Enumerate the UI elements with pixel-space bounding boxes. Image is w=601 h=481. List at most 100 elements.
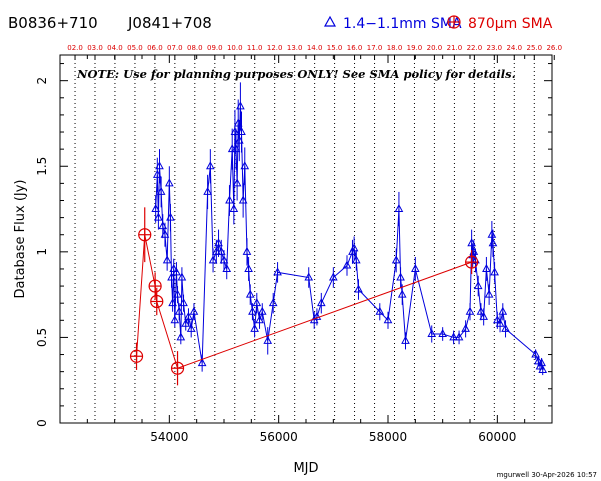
legend-blue: 1.4−1.1mm SMA — [323, 15, 462, 32]
blue-data-point — [236, 101, 245, 110]
blue-data-point — [203, 186, 212, 195]
blue-data-point — [248, 306, 257, 315]
top-axis-tick-label: 08.0 — [187, 44, 203, 52]
blue-data-point — [154, 212, 163, 221]
source-name-right: J0841+708 — [127, 14, 212, 32]
blue-data-point — [473, 281, 483, 290]
top-axis-tick-label: 20.0 — [427, 44, 443, 52]
blue-data-point — [252, 298, 262, 307]
top-axis-tick-label: 21.0 — [447, 44, 463, 52]
planning-note: NOTE: Use for planning purposes ONLY! Se… — [76, 67, 516, 81]
blue-data-point — [263, 335, 273, 344]
blue-data-point — [531, 349, 540, 358]
blue-data-point — [173, 289, 182, 298]
blue-data-point — [168, 298, 177, 307]
blue-data-point — [479, 311, 489, 320]
blue-data-point — [342, 260, 352, 269]
y-axis-tick-label: 1 — [35, 248, 49, 256]
blue-data-point — [461, 323, 470, 332]
top-axis-tick-label: 19.0 — [407, 44, 423, 52]
top-axis-tick-label: 11.0 — [247, 44, 263, 52]
blue-data-point — [170, 315, 180, 324]
y-axis-label: Database Flux (Jy) — [13, 180, 28, 299]
blue-data-point — [205, 161, 215, 170]
blue-data-point — [219, 255, 229, 264]
blue-data-point — [492, 315, 502, 324]
legend-red: 870μm SMA — [447, 15, 553, 32]
blue-data-point — [208, 255, 218, 264]
blue-data-point — [164, 178, 174, 187]
blue-data-point — [410, 263, 420, 272]
year-grid — [74, 55, 535, 423]
series-red-line — [136, 234, 472, 369]
blue-data-point — [257, 306, 267, 315]
blue-data-point — [160, 229, 170, 238]
blue-data-point — [391, 255, 401, 264]
blue-data-point — [273, 267, 282, 276]
blue-data-point — [375, 306, 385, 315]
blue-data-point — [177, 272, 187, 281]
blue-data-point — [482, 263, 491, 272]
blue-data-point — [242, 246, 252, 255]
blue-data-point — [229, 203, 239, 213]
series-blue — [151, 82, 548, 376]
blue-data-point — [401, 335, 410, 344]
top-axis-tick-label: 02.0 — [67, 44, 83, 52]
blue-data-point — [312, 311, 322, 320]
series-blue-line — [155, 106, 544, 371]
x-axis: 54000 56000 58000 60000 — [59, 55, 553, 444]
blue-data-point — [255, 315, 264, 324]
blue-data-point — [484, 289, 494, 298]
blue-data-point — [383, 315, 393, 324]
blue-data-point — [174, 306, 184, 315]
blue-data-point — [181, 318, 191, 327]
blue-data-point — [155, 161, 164, 170]
x-axis-tick-label: 58000 — [369, 430, 407, 444]
blue-data-point — [397, 289, 407, 298]
blue-data-point — [537, 358, 546, 367]
top-axis-tick-label: 25.0 — [526, 44, 542, 52]
source-name-left: B0836+710 — [8, 14, 98, 32]
blue-data-point — [250, 323, 259, 332]
y-axis-tick-label: 2 — [35, 77, 49, 85]
blue-data-point — [189, 306, 199, 315]
blue-data-point — [449, 332, 458, 341]
triangle-marker-icon — [323, 15, 337, 27]
blue-data-point — [396, 272, 405, 281]
blue-data-point — [488, 238, 498, 247]
x-axis-label: MJD — [293, 461, 318, 476]
top-axis-tick-label: 22.0 — [467, 44, 483, 52]
blue-data-point — [495, 318, 505, 327]
blue-data-point — [538, 364, 548, 373]
circle-cross-marker-icon — [447, 15, 461, 29]
blue-data-point — [476, 306, 486, 315]
blue-data-point — [427, 328, 437, 337]
top-axis-tick-label: 07.0 — [167, 44, 183, 52]
top-axis-tick-label: 23.0 — [487, 44, 503, 52]
blue-data-point — [156, 186, 166, 195]
blue-data-point — [162, 255, 172, 264]
blue-data-point — [498, 306, 508, 315]
blue-data-point — [268, 298, 278, 307]
blue-data-point — [465, 306, 475, 315]
blue-data-point — [244, 263, 253, 272]
blue-data-point — [230, 126, 240, 136]
y-axis-tick-label: 1.5 — [35, 157, 49, 176]
blue-data-point — [231, 144, 241, 153]
blue-data-point — [490, 267, 499, 276]
top-axis-tick-label: 09.0 — [207, 44, 223, 52]
y-axis-tick-label: 0.5 — [35, 328, 49, 347]
blue-data-point — [179, 298, 188, 307]
blue-data-point — [351, 255, 361, 264]
blue-data-point — [245, 289, 255, 298]
top-axis-tick-label: 26.0 — [546, 44, 562, 52]
blue-data-point — [438, 328, 448, 337]
blue-data-point — [304, 272, 314, 281]
top-axis-tick-label: 06.0 — [147, 44, 163, 52]
top-axis-tick-label: 13.0 — [287, 44, 303, 52]
x-axis-tick-label: 56000 — [260, 430, 298, 444]
top-axis-tick-label: 24.0 — [506, 44, 522, 52]
legend-red-label: 870μm SMA — [468, 16, 553, 32]
blue-data-point — [186, 323, 196, 332]
blue-data-point — [184, 311, 193, 320]
